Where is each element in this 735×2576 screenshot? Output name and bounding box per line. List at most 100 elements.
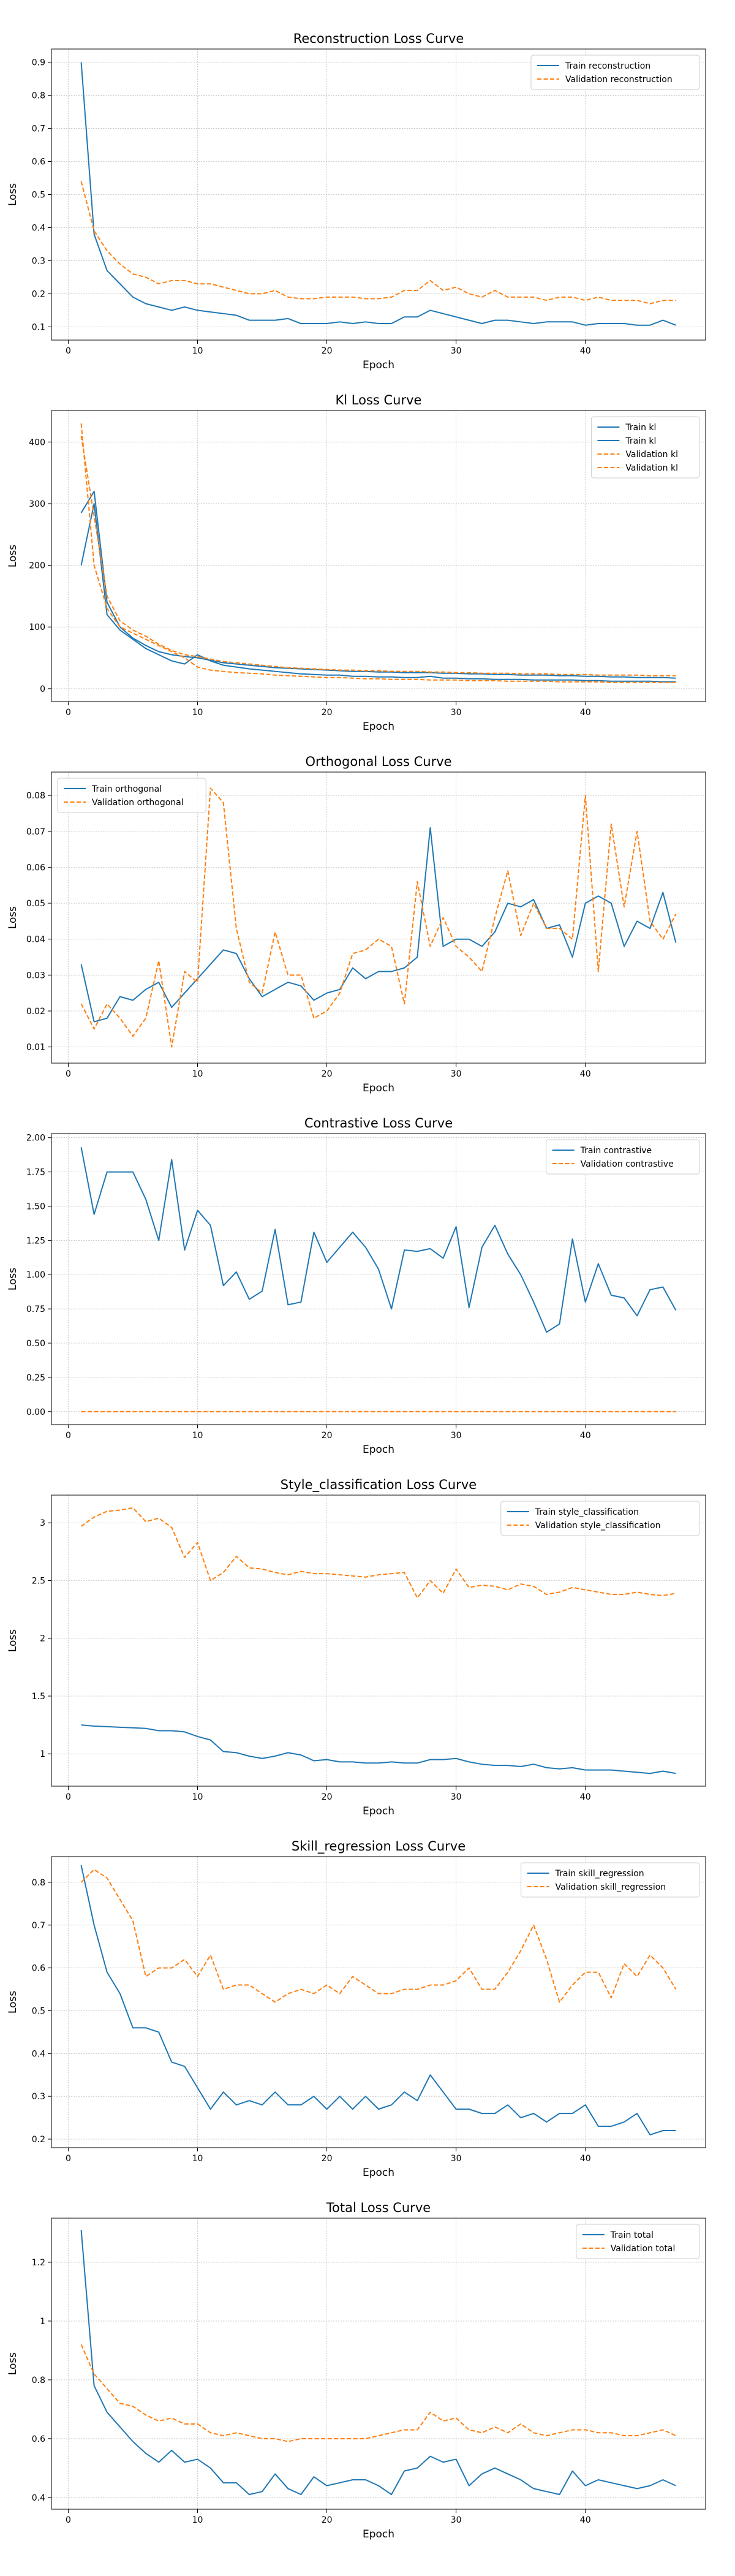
axes-frame bbox=[51, 771, 706, 1064]
y-tick-label: 0.8 bbox=[32, 91, 45, 101]
x-tick-label: 30 bbox=[451, 1792, 462, 1802]
y-tick-label: 0.04 bbox=[26, 935, 45, 945]
x-tick-label: 0 bbox=[66, 346, 71, 356]
y-tick-label: 2.00 bbox=[26, 1134, 45, 1143]
series-line-train bbox=[81, 1724, 676, 1775]
legend-label: Train skill_regression bbox=[555, 1869, 644, 1879]
chart-title: Total Loss Curve bbox=[326, 2200, 431, 2215]
x-tick-label: 10 bbox=[192, 1792, 203, 1802]
x-axis-label: Epoch bbox=[363, 1444, 394, 1456]
y-tick-label: 2.5 bbox=[32, 1576, 45, 1586]
axes-frame bbox=[51, 2218, 706, 2510]
legend-label: Train kl bbox=[625, 423, 656, 433]
y-tick-label: 0.05 bbox=[26, 899, 45, 909]
y-tick-label: 0.06 bbox=[26, 863, 45, 873]
chart-title: Style_classification Loss Curve bbox=[281, 1477, 477, 1493]
grid bbox=[51, 2218, 706, 2509]
y-tick-label: 0.75 bbox=[26, 1305, 45, 1314]
grid bbox=[51, 772, 706, 1063]
x-axis-label: Epoch bbox=[363, 2528, 394, 2540]
y-axis-label: Loss bbox=[7, 183, 19, 206]
x-tick-label: 30 bbox=[451, 346, 462, 356]
x-tick-label: 30 bbox=[451, 1431, 462, 1441]
y-tick-label: 0.6 bbox=[32, 1964, 45, 1974]
x-tick-label: 30 bbox=[451, 2515, 462, 2525]
chart-4: Contrastive Loss Curve 0 10 20 30 40 0.00 0.25 0… bbox=[7, 1116, 706, 1456]
legend-label: Validation kl bbox=[625, 463, 678, 473]
y-tick-label: 2 bbox=[40, 1634, 45, 1644]
axes-frame bbox=[51, 1133, 706, 1425]
y-tick-label: 0.2 bbox=[32, 2135, 45, 2145]
y-tick-label: 0.5 bbox=[32, 2006, 45, 2016]
legend-label: Validation skill_regression bbox=[556, 1882, 666, 1892]
x-tick-label: 40 bbox=[580, 1069, 591, 1079]
y-axis-label: Loss bbox=[7, 1991, 19, 2013]
y-tick-label: 1 bbox=[40, 1749, 45, 1759]
series-line-train bbox=[80, 502, 676, 683]
x-tick-label: 20 bbox=[322, 346, 333, 356]
y-axis-label: Loss bbox=[7, 1629, 19, 1652]
legend-box bbox=[546, 1139, 700, 1175]
x-tick-label: 0 bbox=[66, 2154, 71, 2164]
y-tick-label: 100 bbox=[29, 623, 45, 632]
grid bbox=[51, 1495, 706, 1786]
y-tick-label: 0.3 bbox=[32, 2092, 45, 2102]
legend-label: Train style_classification bbox=[535, 1507, 639, 1517]
y-tick-label: 0.3 bbox=[32, 256, 45, 266]
x-tick-label: 40 bbox=[580, 2154, 591, 2164]
y-tick-label: 0.4 bbox=[32, 2049, 45, 2059]
chart-5: Style_classification Loss Curve 0 10 20 30 40… bbox=[7, 1477, 706, 1817]
series-line-train bbox=[80, 1865, 676, 2136]
y-tick-label: 0.5 bbox=[32, 191, 45, 200]
series-line-train bbox=[80, 2230, 676, 2496]
chart-title: Kl Loss Curve bbox=[336, 393, 422, 407]
legend-box bbox=[576, 2224, 700, 2259]
y-axis-label: Loss bbox=[7, 1268, 19, 1290]
legend: Train contrastive Validation contrastive bbox=[546, 1139, 700, 1175]
series-line-train bbox=[80, 827, 677, 1023]
chart-title: Skill_regression Loss Curve bbox=[292, 1839, 466, 1854]
y-tick-label: 0.03 bbox=[26, 971, 45, 980]
y-tick-label: 0.9 bbox=[32, 58, 45, 68]
x-tick-label: 0 bbox=[66, 1431, 71, 1441]
x-tick-label: 0 bbox=[66, 1792, 71, 1802]
y-tick-label: 0.8 bbox=[32, 1878, 45, 1888]
y-axis-label: Loss bbox=[7, 906, 19, 929]
legend: Train total Validation total bbox=[576, 2224, 700, 2259]
x-tick-label: 30 bbox=[451, 2154, 462, 2164]
y-tick-label: 300 bbox=[29, 499, 45, 509]
y-axis-label: Loss bbox=[7, 545, 19, 567]
legend: Train skill_regression Validation skill_r… bbox=[521, 1862, 700, 1898]
x-tick-label: 10 bbox=[192, 708, 203, 718]
x-tick-label: 10 bbox=[192, 2515, 203, 2525]
chart-title: Contrastive Loss Curve bbox=[304, 1116, 453, 1131]
x-tick-label: 20 bbox=[322, 1792, 333, 1802]
x-axis-label: Epoch bbox=[363, 1082, 394, 1094]
legend-label: Train reconstruction bbox=[565, 61, 650, 71]
legend-label: Validation kl bbox=[625, 450, 678, 460]
legend-label: Train orthogonal bbox=[91, 784, 162, 794]
legend: Train style_classification Validation sty… bbox=[500, 1501, 700, 1536]
legend: Train orthogonal Validation orthogonal bbox=[57, 778, 206, 813]
series-line-validation bbox=[80, 787, 677, 1048]
chart-1: Reconstruction Loss Curve 0 10 20 30 40 0.1 0.2… bbox=[7, 31, 706, 371]
x-axis-label: Epoch bbox=[363, 359, 394, 371]
legend-label: Train total bbox=[610, 2230, 654, 2240]
x-tick-label: 10 bbox=[192, 2154, 203, 2164]
legend-label: Validation style_classification bbox=[535, 1521, 661, 1531]
series-line-validation bbox=[80, 1507, 676, 1599]
y-axis-label: Loss bbox=[7, 2352, 19, 2375]
x-tick-label: 40 bbox=[580, 708, 591, 718]
grid bbox=[51, 1134, 706, 1425]
x-tick-label: 10 bbox=[192, 1069, 203, 1079]
y-tick-label: 0.2 bbox=[32, 289, 45, 299]
y-tick-label: 0.4 bbox=[32, 223, 45, 233]
y-tick-label: 0.1 bbox=[32, 322, 45, 332]
x-tick-label: 30 bbox=[451, 708, 462, 718]
x-tick-label: 20 bbox=[322, 708, 333, 718]
series-line-validation bbox=[80, 436, 676, 676]
y-tick-label: 1.75 bbox=[26, 1168, 45, 1178]
x-tick-label: 40 bbox=[580, 2515, 591, 2525]
